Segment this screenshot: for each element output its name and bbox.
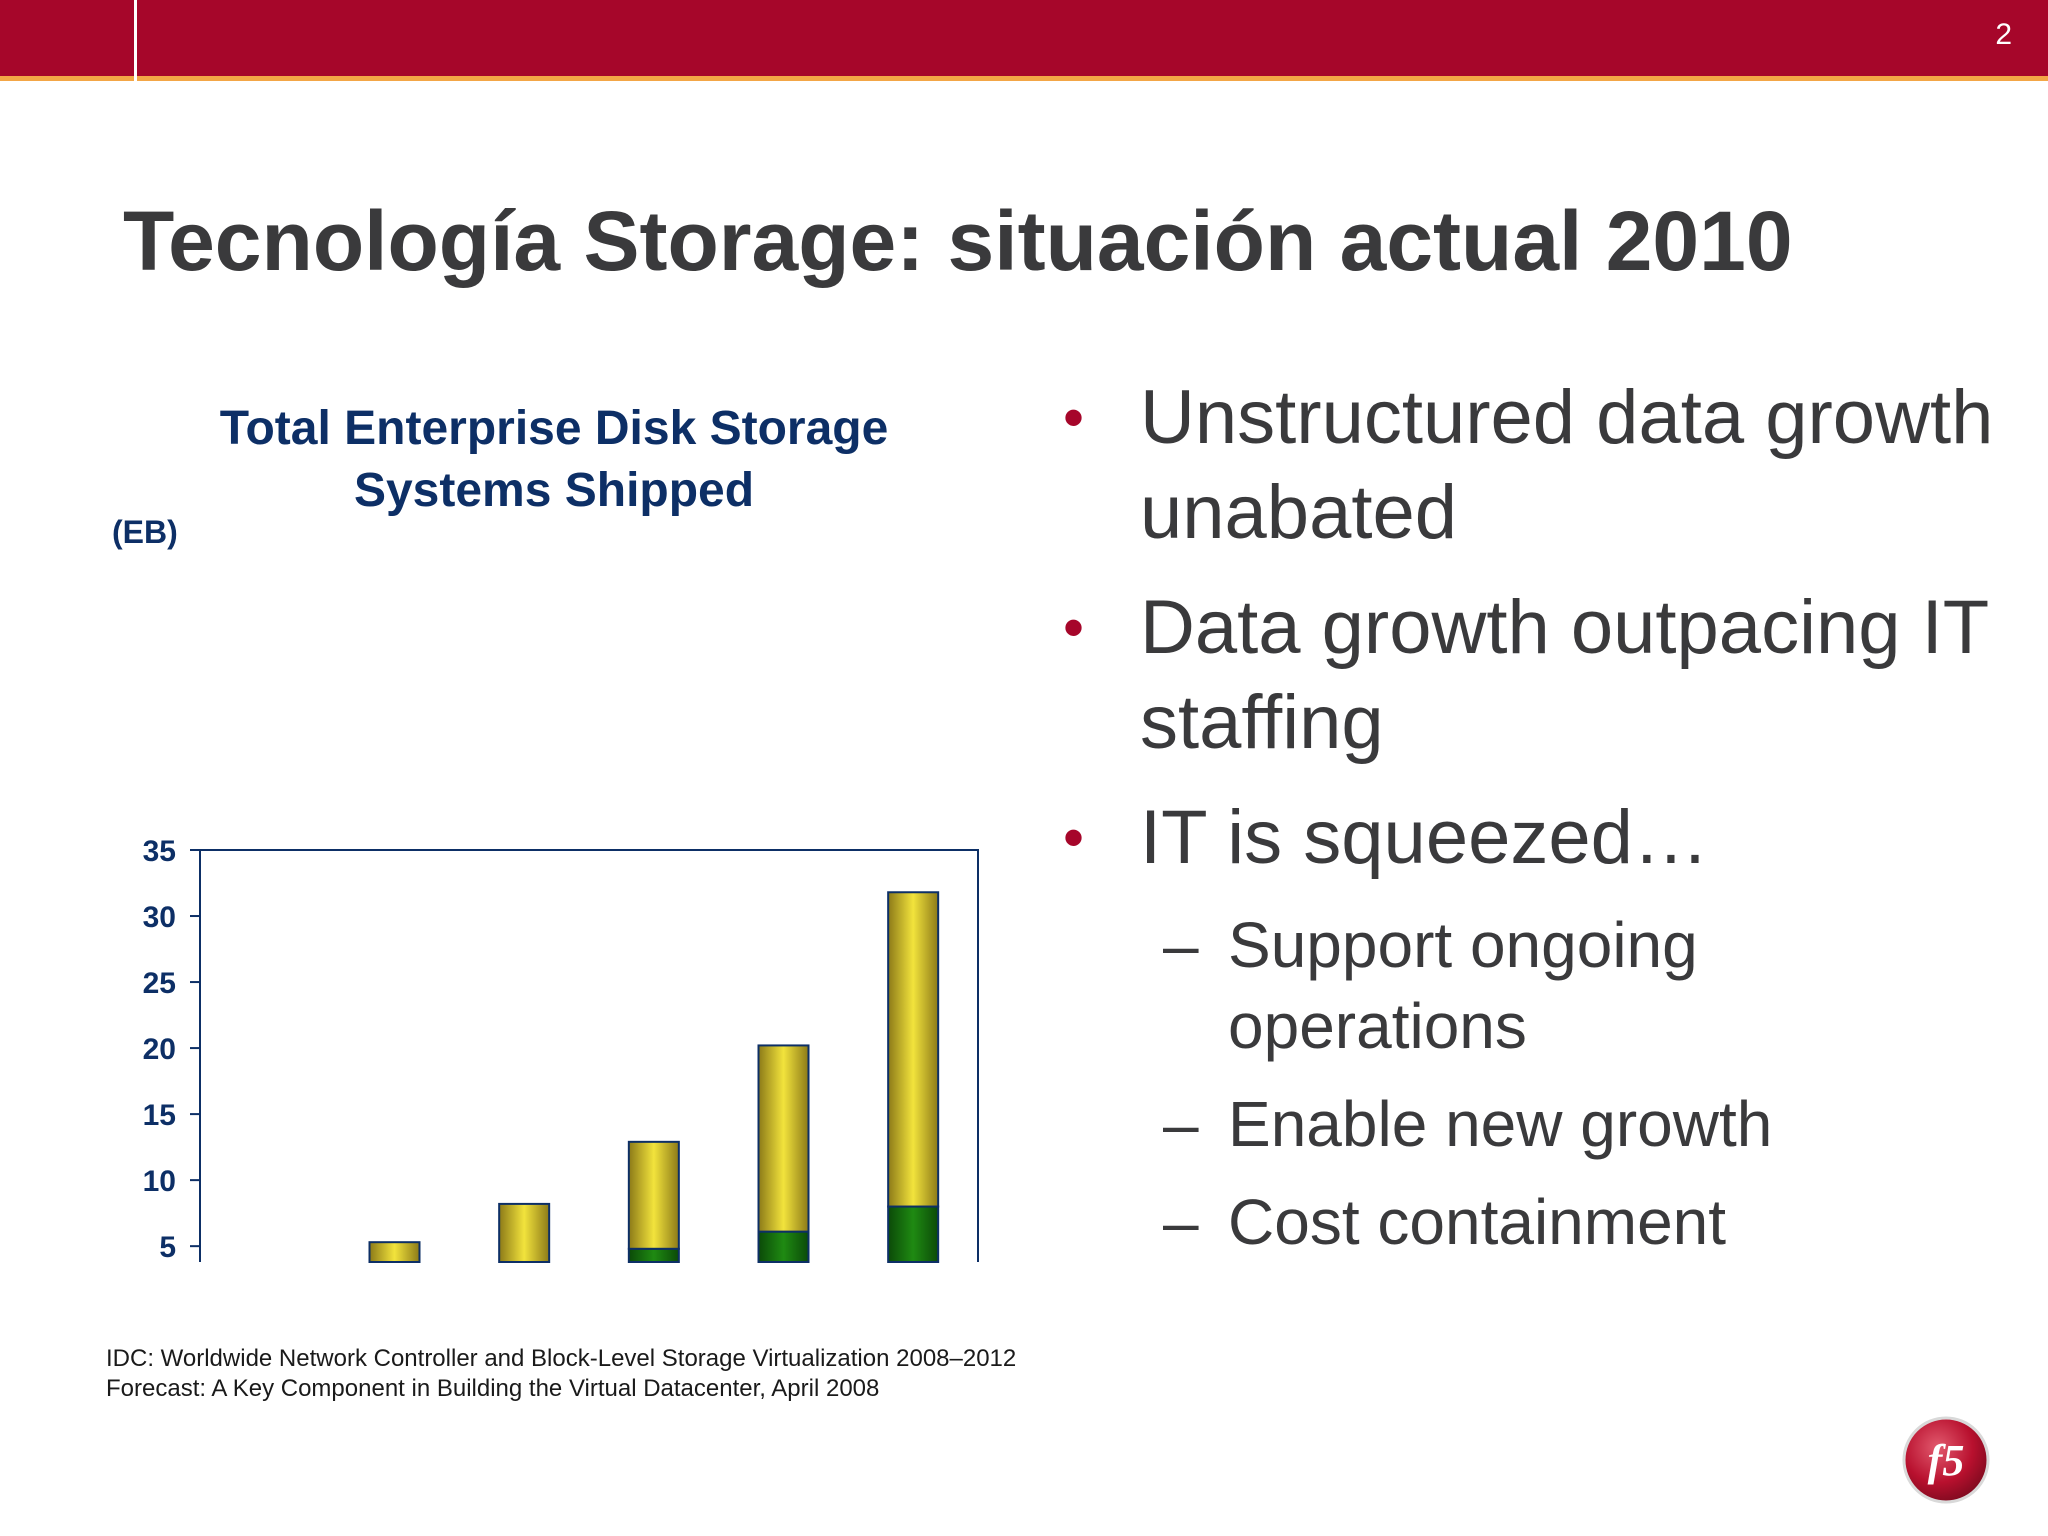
- bullet-text: Data growth outpacing IT staffing: [1140, 585, 1988, 765]
- y-tick-label: 10: [143, 1165, 176, 1198]
- y-tick-label: 30: [143, 901, 176, 934]
- y-tick-label: 20: [143, 1033, 176, 1066]
- bullet-dot: •: [1063, 804, 1085, 871]
- bullet-dash: –: [1163, 1186, 1199, 1258]
- bullet-item: – Enable new growth: [1045, 1084, 2005, 1165]
- bullet-text: Enable new growth: [1228, 1088, 1773, 1160]
- bullet-text: Support ongoing operations: [1228, 909, 1698, 1062]
- bullet-dash: –: [1163, 1088, 1199, 1160]
- bar-segment-yellow: [887, 891, 940, 1208]
- chart-title: Total Enterprise Disk Storage Systems Sh…: [219, 402, 889, 517]
- y-tick-label: 25: [143, 967, 176, 1000]
- bullet-item: – Support ongoing operations: [1045, 905, 2005, 1067]
- header-bar: [0, 0, 2048, 78]
- bar-segment-yellow: [498, 1202, 551, 1264]
- bullet-item: • Unstructured data growth unabated: [1045, 370, 2005, 560]
- bullet-item: – Cost containment: [1045, 1182, 2005, 1263]
- source-citation: IDC: Worldwide Network Controller and Bl…: [106, 1345, 1017, 1402]
- logo-text: f5: [1928, 1436, 1965, 1485]
- bullet-dot: •: [1063, 384, 1085, 451]
- bar-segment-green: [757, 1230, 810, 1263]
- bullet-list: • Unstructured data growth unabated • Data …: [1045, 370, 2005, 1280]
- bullet-item: • Data growth outpacing IT staffing: [1045, 580, 2005, 770]
- bar-segment-green: [887, 1205, 940, 1263]
- bullet-dot: •: [1063, 594, 1085, 661]
- y-tick-label: 15: [143, 1099, 176, 1132]
- y-tick-label: 35: [143, 835, 176, 868]
- y-tick-label: 5: [159, 1231, 176, 1264]
- chart-frame: [199, 849, 979, 1262]
- bullet-dash: –: [1163, 909, 1199, 981]
- bullet-item: • IT is squeezed…: [1045, 790, 2005, 885]
- bar-segment-green: [627, 1247, 680, 1264]
- bar-segment-yellow: [368, 1241, 421, 1263]
- slide-number: 2: [1995, 18, 2012, 51]
- slide-title: Tecnología Storage: situación actual 201…: [123, 194, 1793, 288]
- bullet-text: Unstructured data growth unabated: [1140, 375, 1994, 555]
- chart-y-unit-label: (EB): [112, 514, 178, 550]
- bullet-text: IT is squeezed…: [1140, 795, 1709, 880]
- bar-segment-yellow: [627, 1140, 680, 1250]
- bullet-text: Cost containment: [1228, 1186, 1727, 1258]
- bar-segment-yellow: [757, 1044, 810, 1233]
- f5-logo-icon: f5: [1902, 1416, 1990, 1504]
- header-accent-line: [0, 76, 2048, 81]
- header-divider: [134, 0, 137, 94]
